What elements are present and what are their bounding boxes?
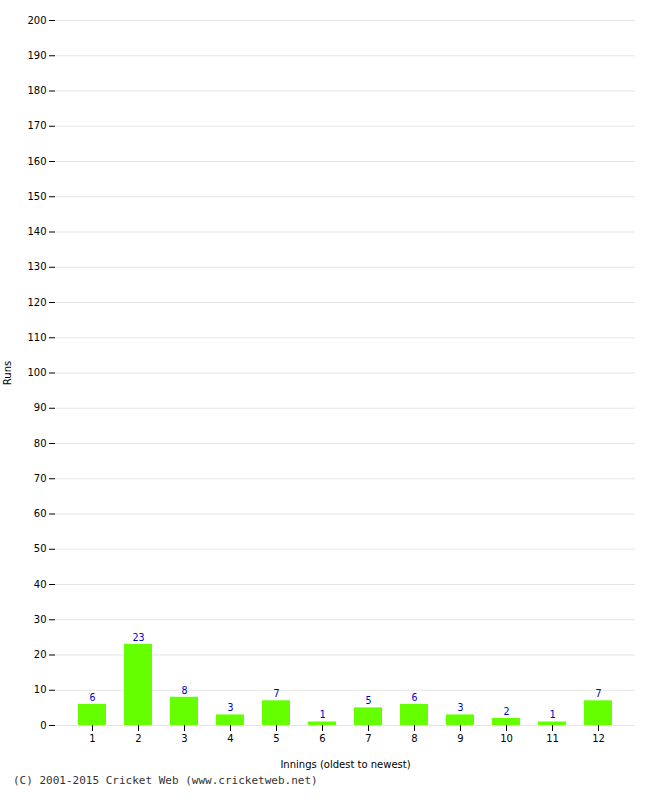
svg-text:12: 12 (592, 733, 605, 744)
svg-text:3: 3 (181, 733, 187, 744)
svg-text:10: 10 (34, 684, 47, 695)
svg-text:70: 70 (34, 473, 47, 484)
svg-text:50: 50 (34, 543, 47, 554)
svg-text:30: 30 (34, 614, 47, 625)
svg-text:2: 2 (503, 706, 509, 717)
svg-text:11: 11 (546, 733, 559, 744)
svg-text:2: 2 (135, 733, 141, 744)
svg-text:7: 7 (365, 733, 371, 744)
svg-text:23: 23 (132, 632, 144, 643)
svg-text:1: 1 (549, 709, 555, 720)
svg-text:9: 9 (457, 733, 463, 744)
svg-text:1: 1 (89, 733, 95, 744)
svg-text:180: 180 (27, 85, 46, 96)
svg-text:110: 110 (27, 332, 46, 343)
svg-text:130: 130 (27, 261, 46, 272)
svg-text:4: 4 (227, 733, 233, 744)
svg-text:90: 90 (34, 402, 47, 413)
svg-text:40: 40 (34, 579, 47, 590)
svg-text:200: 200 (27, 15, 46, 26)
svg-text:20: 20 (34, 649, 47, 660)
svg-text:60: 60 (34, 508, 47, 519)
svg-text:140: 140 (27, 226, 46, 237)
svg-text:6: 6 (411, 692, 417, 703)
svg-text:5: 5 (273, 733, 279, 744)
svg-text:190: 190 (27, 50, 46, 61)
svg-text:5: 5 (365, 695, 371, 706)
svg-text:8: 8 (411, 733, 417, 744)
svg-text:6: 6 (319, 733, 325, 744)
svg-text:3: 3 (227, 702, 233, 713)
svg-text:80: 80 (34, 438, 47, 449)
svg-text:7: 7 (273, 688, 279, 699)
svg-text:6: 6 (89, 692, 95, 703)
svg-text:10: 10 (500, 733, 513, 744)
svg-text:8: 8 (181, 685, 187, 696)
svg-text:160: 160 (27, 156, 46, 167)
svg-text:1: 1 (319, 709, 325, 720)
svg-text:170: 170 (27, 120, 46, 131)
svg-text:Runs: Runs (2, 361, 13, 385)
svg-text:7: 7 (595, 688, 601, 699)
svg-text:100: 100 (27, 367, 46, 378)
svg-text:3: 3 (457, 702, 463, 713)
svg-text:Innings (oldest to newest): Innings (oldest to newest) (280, 759, 410, 770)
svg-text:150: 150 (27, 191, 46, 202)
svg-text:120: 120 (27, 297, 46, 308)
html-text:(C) 2001-2015 Cricket Web (www: (C) 2001-2015 Cricket Web (www.cricketwe… (13, 774, 318, 787)
svg-text:0: 0 (40, 720, 46, 731)
